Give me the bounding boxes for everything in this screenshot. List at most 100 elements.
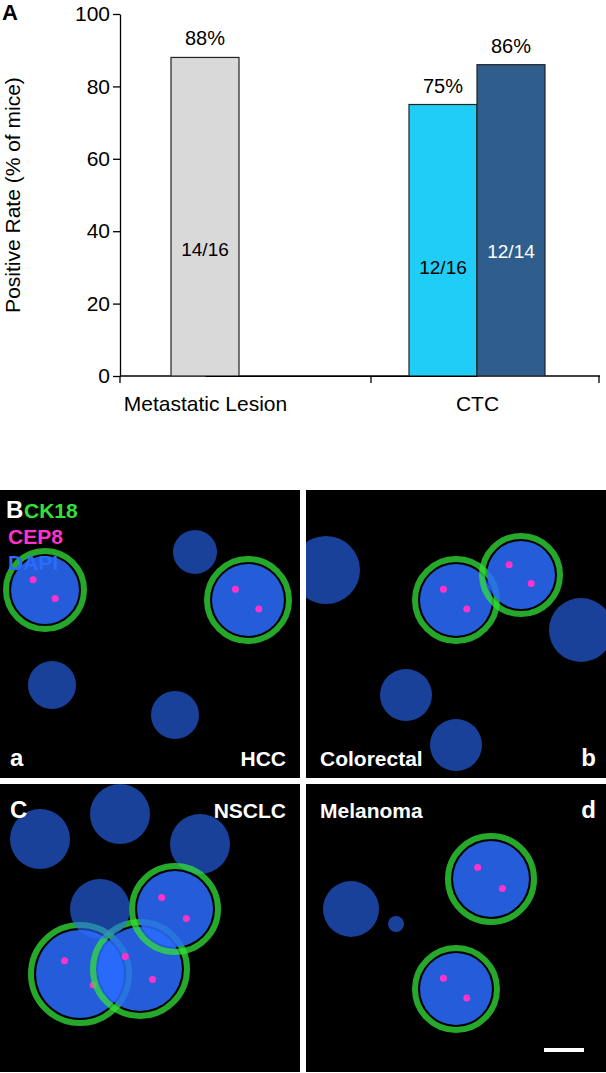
centromere-signal — [528, 580, 535, 587]
y-tick-mark — [113, 159, 120, 160]
nucleus — [487, 541, 555, 609]
centromere-signal — [474, 864, 481, 871]
y-tick-mark — [113, 303, 120, 304]
data-label: 75% — [423, 75, 463, 97]
y-axis-line — [120, 15, 121, 377]
nucleus — [28, 661, 76, 709]
y-tick: 60 — [87, 147, 120, 170]
y-tick: 40 — [87, 219, 120, 242]
panel-letter: a — [10, 744, 24, 771]
bars — [171, 57, 545, 376]
scale-bar — [544, 1048, 584, 1052]
bar — [477, 65, 545, 376]
panel-title: NSCLC — [214, 799, 286, 822]
centromere-signal — [149, 976, 156, 983]
y-tick: 80 — [87, 75, 120, 98]
cytokeratin — [207, 559, 289, 641]
centromere-signal — [499, 885, 506, 892]
panel-title: HCC — [241, 747, 287, 770]
panel-letter: b — [581, 744, 596, 771]
nucleus — [323, 881, 379, 937]
cells — [306, 536, 606, 771]
centromere-signal — [440, 975, 447, 982]
cytokeratin — [482, 536, 560, 614]
centromere-signal — [61, 957, 68, 964]
data-label: 88% — [185, 27, 225, 49]
nucleus — [430, 719, 482, 771]
micrograph-panel: b Colorectal — [292, 490, 606, 778]
x-separator-tick — [370, 376, 371, 383]
nucleus — [212, 564, 284, 636]
data-label: 86% — [491, 35, 531, 57]
y-tick-label: 60 — [87, 147, 110, 170]
panel-title: Colorectal — [320, 747, 423, 770]
nucleus — [90, 784, 150, 844]
y-tick: 100 — [75, 2, 120, 25]
bar — [171, 57, 239, 376]
nucleus — [388, 916, 404, 932]
y-axis-title: Positive Rate (% of mice) — [1, 77, 24, 313]
stain-name: DAPI — [8, 551, 58, 574]
figure: A 0 20 40 60 80 100 Positive Rate (% of mice) Me… — [0, 0, 606, 1073]
x-axis: Metastatic Lesion CTC — [124, 376, 499, 415]
y-axis: 0 20 40 60 80 100 — [75, 2, 121, 387]
cytokeratin — [6, 551, 84, 629]
centromere-signal — [122, 953, 129, 960]
nucleus — [70, 879, 130, 939]
micrograph-panel: d Melanoma — [306, 784, 606, 1072]
centromere-signal — [463, 606, 470, 613]
y-tick-label: 80 — [87, 75, 110, 98]
y-tick-mark — [113, 231, 120, 232]
nucleus — [151, 691, 199, 739]
centromere-signal — [52, 595, 59, 602]
centromere-signal — [506, 561, 513, 568]
x-tick-label: CTC — [456, 392, 499, 415]
panel-label: A — [2, 0, 18, 25]
nucleus — [173, 530, 217, 574]
y-tick-label: 0 — [98, 364, 110, 387]
inner-label: 14/16 — [181, 239, 229, 260]
y-tick: 20 — [87, 292, 120, 315]
y-tick-mark — [113, 376, 120, 377]
x-tick-label: Metastatic Lesion — [124, 392, 287, 415]
y-tick-mark — [113, 14, 120, 15]
panel-title: Melanoma — [320, 799, 423, 822]
cytokeratin — [132, 866, 218, 952]
centromere-signal — [463, 995, 470, 1002]
y-tick-label: 40 — [87, 219, 110, 242]
stain-legend: BCK18 CEP8 DAPI — [6, 496, 78, 574]
stain-name: CK18 — [24, 499, 78, 522]
centromere-signal — [232, 586, 239, 593]
x-tick: CTC — [456, 376, 499, 415]
panel-background — [306, 784, 606, 1072]
inner-label: 12/16 — [419, 257, 467, 278]
nucleus — [380, 669, 432, 721]
y-tick-label: 20 — [87, 292, 110, 315]
y-tick: 0 — [98, 364, 120, 387]
x-separator-tick — [598, 376, 599, 383]
nucleus — [420, 953, 492, 1025]
stain-name: CEP8 — [8, 525, 63, 548]
cells — [323, 836, 534, 1030]
x-separator-tick — [119, 376, 120, 383]
micrograph-panel: C NSCLC — [0, 784, 300, 1072]
x-tick: Metastatic Lesion — [124, 376, 287, 415]
inner-label: 12/14 — [487, 241, 535, 262]
panel-background — [0, 490, 300, 778]
centromere-signal — [255, 606, 262, 613]
micrograph-panel: a HCC — [0, 490, 300, 778]
nucleus — [453, 841, 529, 917]
panel-letter: C — [10, 796, 27, 823]
cytokeratin — [448, 836, 534, 922]
centromere-signal — [440, 586, 447, 593]
panel-label: B — [6, 496, 23, 523]
bar-labels: 88% 75% 86% 14/16 12/16 12/14 — [181, 27, 535, 278]
cells — [10, 784, 230, 1023]
centromere-signal — [183, 915, 190, 922]
panel-letter: d — [581, 796, 596, 823]
centromere-signal — [158, 894, 165, 901]
nucleus — [549, 598, 606, 662]
cells — [6, 530, 289, 739]
bar — [409, 105, 477, 377]
panel-background — [0, 784, 300, 1072]
